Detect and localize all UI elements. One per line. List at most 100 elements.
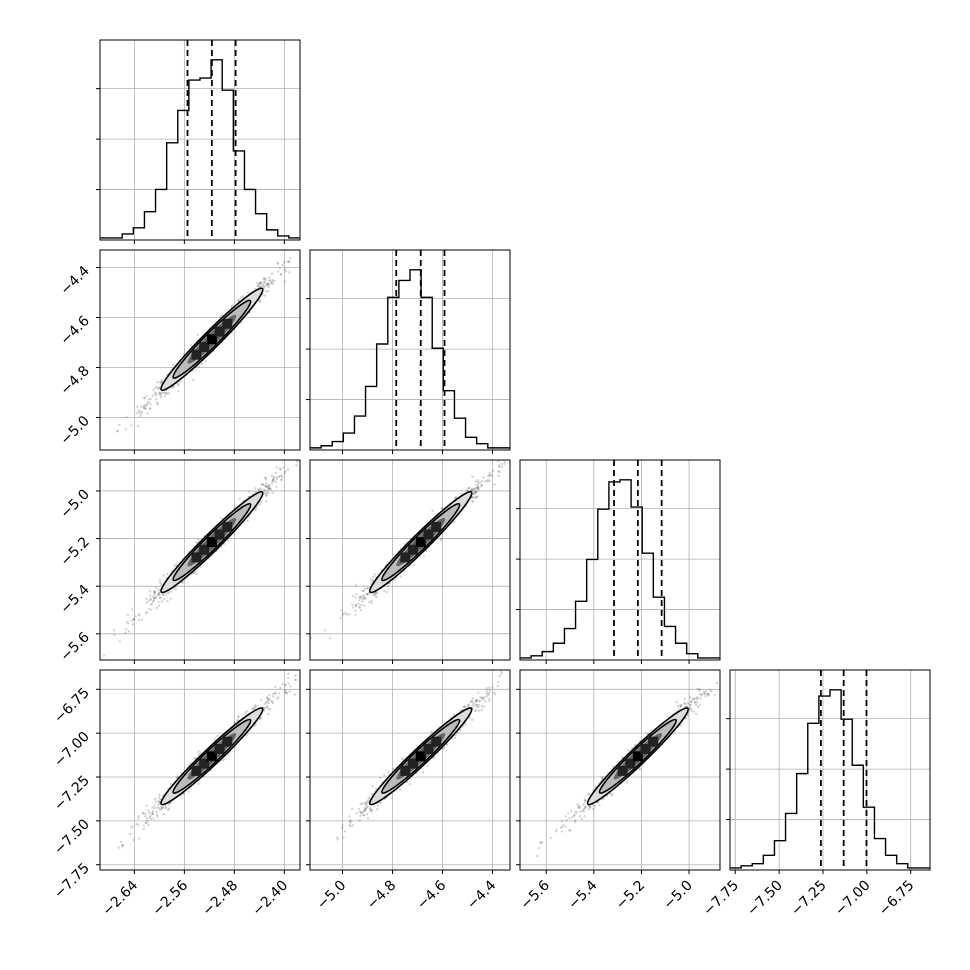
sample-point [149,817,153,821]
sample-point [270,280,274,283]
sample-point [195,572,199,576]
sample-point [283,472,286,475]
histogram-step [520,479,720,659]
scatter-panel-3-0: −7.75−7.50−7.25−7.00−6.75 [51,669,301,902]
sample-point [477,700,481,703]
sample-point [149,814,152,818]
sample-point [169,782,172,786]
sample-point [487,474,490,478]
sample-point [284,691,287,694]
sample-point [266,282,270,285]
sample-point [359,802,362,806]
panel-frame [519,459,721,661]
sample-point [264,485,268,489]
sample-point [177,382,180,386]
sample-point [286,468,290,471]
sample-point [140,410,144,414]
sample-point [475,490,478,494]
sample-point [471,500,474,503]
sample-point [366,587,369,590]
sample-point [267,487,270,491]
sample-point [127,630,131,633]
sample-point [430,730,433,734]
sample-point [130,619,133,622]
y-tick-label: −7.50 [51,816,93,858]
sample-point [133,617,136,621]
y-tick-label: −5.0 [57,413,92,448]
sample-point [466,489,470,492]
sample-point [296,451,298,453]
sample-point [475,705,478,708]
sample-point [387,771,390,774]
sample-point [177,384,180,387]
sample-point [265,482,268,485]
sample-point [153,797,157,801]
sample-point [266,696,269,699]
sample-point [272,477,275,481]
sample-point [152,597,156,601]
density-peak [199,341,210,352]
sample-point [453,520,456,524]
sample-point [253,487,257,490]
sample-point [365,803,368,807]
sample-point [157,593,160,596]
y-tick-label: −4.4 [57,263,92,298]
sample-point [258,285,261,289]
density-peak [206,537,217,548]
sample-point [284,683,287,687]
sample-point [724,673,726,675]
sample-point [264,290,268,293]
sample-point [351,606,355,609]
sample-point [271,700,274,703]
density-peak [191,349,202,360]
sample-point [293,678,297,682]
sample-point [460,492,463,496]
sample-point [440,507,443,510]
sample-point [307,449,309,451]
sample-point [158,800,161,804]
sample-point [157,604,160,607]
sample-point [151,394,155,397]
density-peak [199,544,210,555]
sample-point [422,555,425,558]
sample-point [140,412,143,415]
sample-point [264,707,268,710]
sample-point [484,700,487,703]
sample-point [488,474,491,477]
histogram-bin [808,723,819,870]
sample-point [348,824,351,827]
density-peak [408,544,419,555]
sample-point [575,811,578,814]
sample-point [431,509,434,512]
sample-point [475,709,478,712]
sample-point [102,654,106,657]
panel-frame [309,249,511,451]
sample-point [182,792,185,796]
sample-point [282,466,285,469]
y-tick-label: −5.0 [57,486,92,521]
sample-point [264,484,268,488]
sample-point [165,573,169,576]
histogram-step [730,689,930,869]
sample-point [363,587,366,591]
sample-point [189,761,192,765]
y-tick-label: −5.4 [57,582,92,617]
sample-point [287,672,290,675]
sample-point [124,428,128,431]
sample-point [477,703,481,707]
histogram-step [310,269,510,449]
sample-point [192,379,195,382]
sample-point [263,277,267,280]
sample-point [156,593,160,596]
sample-point [138,410,141,414]
histogram-bin [256,214,267,240]
sample-point [473,487,476,491]
sample-point [262,277,266,281]
histogram-panel-3 [726,669,931,871]
sample-point [485,695,488,698]
sample-point [277,475,281,478]
sample-point [303,463,305,465]
sample-point [275,466,279,469]
sample-point [472,487,476,490]
sample-point [466,487,469,490]
